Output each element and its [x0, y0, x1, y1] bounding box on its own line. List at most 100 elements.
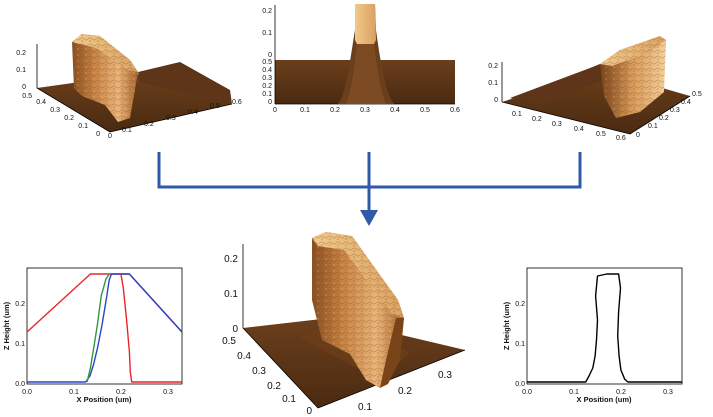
bottom-right-profile-chart: X Position (um) Z Height (um) 0.0 0.1 0.…	[502, 267, 683, 404]
tl-x-axis	[109, 103, 233, 133]
tl-x-tick: 0.3	[166, 115, 176, 122]
tl-y-tick: 0.2	[64, 115, 74, 122]
tl-y-tick: 0.1	[78, 123, 88, 130]
bc-z-tick: 0.1	[224, 289, 238, 300]
bl-x-tick: 0.0	[22, 389, 32, 396]
bc-y-tick: 0.5	[222, 336, 236, 347]
tc-peak-shade	[346, 44, 386, 104]
tc-z-tick: 0.2	[262, 8, 272, 15]
tr-x-tick: 0.1	[512, 111, 522, 118]
tl-x-tick: 0	[108, 133, 112, 140]
tc-z-tick: 0	[268, 52, 272, 59]
bl-plot-frame	[26, 267, 183, 385]
bc-y-tick: 0.4	[237, 351, 251, 362]
tl-y-tick: 0.4	[36, 99, 46, 106]
bl-y-label: Z Height (um)	[2, 301, 11, 350]
tc-y-tick: 0.1	[262, 91, 272, 98]
tc-z-tick: 0.1	[262, 30, 272, 37]
tl-wall-texture	[72, 34, 138, 122]
bl-series-line-3	[120, 273, 182, 383]
bc-y-tick: 0.2	[267, 381, 281, 392]
br-y-tick: 0.2	[515, 301, 525, 308]
tc-y-tick: 0.4	[262, 67, 272, 74]
tr-y-tick: 0	[636, 132, 640, 139]
bottom-left-profile-chart: X Position (um) Z Height (um) 0.0 0.1 0.…	[2, 267, 183, 404]
bc-wall-side	[380, 318, 404, 388]
bc-x-tick: 0.1	[358, 402, 372, 413]
top-left-3d-plot: 0.2 0.1 0 0.5 0.4 0.3 0.2 0.1 0 0 0.1 0.…	[16, 34, 242, 140]
bc-y-axis	[242, 327, 319, 409]
br-series-group	[527, 273, 682, 383]
tr-y-tick: 0.2	[659, 115, 669, 122]
br-plot-frame	[526, 267, 683, 385]
tr-y-axis	[629, 95, 691, 135]
top-right-3d-plot: 0.2 0.1 0 0.1 0.2 0.3 0.4 0.5 0.6 0 0.1 …	[488, 36, 702, 142]
bc-y-tick: 0	[306, 406, 312, 417]
br-y-label: Z Height (um)	[502, 301, 511, 350]
tr-z-tick: 0.1	[488, 80, 498, 87]
tr-x-tick: 0.4	[574, 126, 584, 133]
tr-x-tick: 0.6	[616, 135, 626, 142]
tr-y-tick: 0.3	[670, 107, 680, 114]
tc-x-tick: 0.5	[420, 107, 430, 114]
br-x-tick: 0.3	[663, 389, 673, 396]
bl-x-label: X Position (um)	[77, 395, 133, 404]
bc-z-tick: 0.2	[224, 254, 238, 265]
bl-y-tick: 0.1	[15, 341, 25, 348]
bl-x-tick: 0.2	[116, 389, 126, 396]
bl-y-tick: 0.0	[15, 381, 25, 388]
bottom-center-3d-plot: 0.2 0.1 0 0.5 0.4 0.3 0.2 0.1 0 0.1 0.2 …	[222, 232, 466, 417]
bc-y-tick: 0.1	[282, 394, 296, 405]
tr-y-tick: 0.5	[692, 91, 702, 98]
tr-x-tick: 0.5	[596, 131, 606, 138]
bc-wall-texture	[312, 232, 404, 388]
br-x-tick: 0.0	[522, 389, 532, 396]
tc-y-tick: 0.2	[262, 83, 272, 90]
tc-x-tick: 0.2	[330, 107, 340, 114]
tr-x-axis	[501, 101, 631, 135]
br-x-tick: 0.2	[616, 389, 626, 396]
tr-z-tick: 0	[494, 97, 498, 104]
tc-y-tick: 0	[268, 99, 272, 106]
tc-x-tick: 0.3	[360, 107, 370, 114]
tr-x-tick: 0.2	[532, 116, 542, 123]
tr-y-tick: 0.4	[681, 99, 691, 106]
tc-x-tick: 0.6	[450, 107, 460, 114]
tl-y-tick: 0	[96, 131, 100, 138]
tc-x-tick: 0.1	[300, 107, 310, 114]
tl-z-tick: 0.2	[16, 50, 26, 57]
bl-x-tick: 0.1	[69, 389, 79, 396]
br-x-tick: 0.1	[569, 389, 579, 396]
tr-y-tick: 0.1	[648, 123, 658, 130]
br-x-label: X Position (um)	[577, 395, 633, 404]
tl-x-tick: 0.1	[122, 127, 132, 134]
bc-x-tick: 0.2	[398, 386, 412, 397]
br-y-tick: 0.1	[515, 341, 525, 348]
tc-x-tick: 0	[273, 107, 277, 114]
tl-y-tick: 0.3	[50, 107, 60, 114]
tl-y-axis	[36, 87, 111, 133]
bl-series-line-2	[86, 273, 110, 383]
tl-y-tick: 0.5	[22, 93, 32, 100]
tr-z-tick: 0.2	[488, 63, 498, 70]
bl-x-tick: 0.3	[163, 389, 173, 396]
bc-z-tick: 0	[232, 324, 238, 335]
br-y-tick: 0.0	[515, 381, 525, 388]
tl-x-tick: 0.6	[232, 99, 242, 106]
br-series-line-0	[527, 273, 682, 383]
tl-floor-ridge	[138, 62, 232, 104]
tr-floor-ridge	[510, 64, 604, 104]
tc-y-tick: 0.5	[262, 59, 272, 66]
tl-z-tick: 0.1	[16, 67, 26, 74]
tc-y-tick: 0.3	[262, 75, 272, 82]
merge-connector	[157, 152, 582, 226]
bc-x-tick: 0.3	[438, 370, 452, 381]
tl-x-tick: 0.4	[188, 109, 198, 116]
tl-x-tick: 0.2	[144, 121, 154, 128]
tr-wall-texture	[600, 36, 666, 118]
tc-x-tick: 0.4	[390, 107, 400, 114]
bl-y-tick: 0.2	[15, 301, 25, 308]
bl-series-group	[26, 273, 183, 383]
tl-x-tick: 0.5	[210, 103, 220, 110]
